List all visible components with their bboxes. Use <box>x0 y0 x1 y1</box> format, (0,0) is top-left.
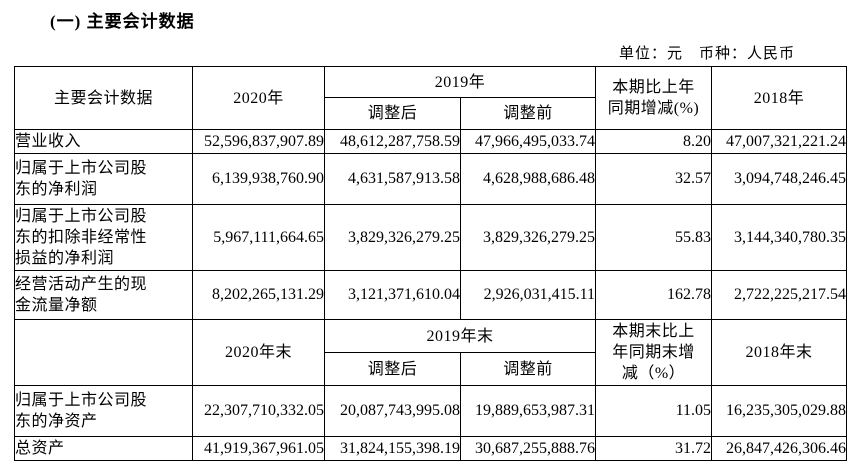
table-row: 营业收入 52,596,837,907.89 48,612,287,758.59… <box>14 129 848 154</box>
header-2019: 2019年 <box>323 66 597 98</box>
value-change-cell: 11.05 <box>595 385 713 437</box>
value-change-cell: 31.72 <box>595 436 713 461</box>
value-2019-before-cell: 19,889,653,987.31 <box>459 385 597 437</box>
header-2019-adjusted-after: 调整后 <box>324 97 461 130</box>
value-2018-cell: 47,007,321,221.24 <box>711 129 848 154</box>
header-2019-adjusted-before: 调整前 <box>459 97 597 130</box>
table-row: 归属于上市公司股 东的扣除非经常性 损益的净利润 5,967,111,664.65 … <box>14 204 848 271</box>
value-change-cell: 162.78 <box>595 270 713 320</box>
table-row: 总资产 41,919,367,961.05 31,824,155,398.19 … <box>14 436 848 461</box>
metric-label-cell: 经营活动产生的现 金流量净额 <box>14 270 193 320</box>
value-2019-after-cell: 4,631,587,913.58 <box>324 153 461 205</box>
value-2018-cell: 16,235,305,029.88 <box>711 385 848 437</box>
value-2020-cell: 22,307,710,332.05 <box>192 385 325 437</box>
header-2020: 2020年 <box>192 66 325 130</box>
unit-currency-note: 单位：元 币种：人民币 <box>618 46 795 62</box>
value-2018-cell: 26,847,426,306.46 <box>711 436 848 461</box>
value-2020-cell: 41,919,367,961.05 <box>192 436 325 461</box>
header-yearend-change: 本期末比上 年同期末增 减（%） <box>595 319 713 386</box>
header-metric-label: 主要会计数据 <box>14 66 193 130</box>
value-2018-cell: 3,094,748,246.45 <box>711 153 848 205</box>
header-2019-end-adjusted-before: 调整前 <box>459 352 597 386</box>
value-2020-cell: 52,596,837,907.89 <box>192 129 325 154</box>
header-yoy-change: 本期比上年 同期增减(%) <box>595 66 713 130</box>
value-2019-after-cell: 20,087,743,995.08 <box>324 385 461 437</box>
value-2019-before-cell: 47,966,495,033.74 <box>459 129 597 154</box>
value-change-cell: 32.57 <box>595 153 713 205</box>
header-2019-end-adjusted-after: 调整后 <box>324 352 461 386</box>
section-title: (一) 主要会计数据 <box>50 12 195 31</box>
value-2019-after-cell: 48,612,287,758.59 <box>324 129 461 154</box>
value-2020-cell: 5,967,111,664.65 <box>192 204 325 271</box>
value-2018-cell: 2,722,225,217.54 <box>711 270 848 320</box>
header-2020-end: 2020年末 <box>192 319 325 386</box>
header-2019-end: 2019年末 <box>323 319 597 353</box>
value-2019-before-cell: 30,687,255,888.76 <box>459 436 597 461</box>
header-row-period: 主要会计数据 2020年 2019年 本期比上年 同期增减(%) 2018年 <box>14 66 848 130</box>
table-row: 归属于上市公司股 东的净利润 6,139,938,760.90 4,631,587… <box>14 153 848 205</box>
header-2018: 2018年 <box>711 66 848 130</box>
main-accounting-data-table: 主要会计数据 2020年 2019年 本期比上年 同期增减(%) 2018年 调整… <box>14 66 848 461</box>
metric-label-cell: 归属于上市公司股 东的扣除非经常性 损益的净利润 <box>14 204 193 271</box>
value-2019-before-cell: 3,829,326,279.25 <box>459 204 597 271</box>
value-change-cell: 55.83 <box>595 204 713 271</box>
value-2019-after-cell: 31,824,155,398.19 <box>324 436 461 461</box>
header-row-period-sub: 调整后 调整前 <box>15 97 847 130</box>
table-row: 归属于上市公司股 东的净资产 22,307,710,332.05 20,087,7… <box>14 385 848 437</box>
metric-label-cell: 归属于上市公司股 东的净资产 <box>14 385 193 437</box>
value-2019-after-cell: 3,829,326,279.25 <box>324 204 461 271</box>
value-2018-cell: 3,144,340,780.35 <box>711 204 848 271</box>
header-row-yearend: 2020年末 2019年末 本期末比上 年同期末增 减（%） 2018年末 <box>14 319 848 386</box>
table-row: 经营活动产生的现 金流量净额 8,202,265,131.29 3,121,371… <box>14 270 848 320</box>
value-2019-after-cell: 3,121,371,610.04 <box>324 270 461 320</box>
value-2019-before-cell: 2,926,031,415.11 <box>459 270 597 320</box>
value-change-cell: 8.20 <box>595 129 713 154</box>
value-2019-before-cell: 4,628,988,686.48 <box>459 153 597 205</box>
metric-label-cell: 归属于上市公司股 东的净利润 <box>14 153 193 205</box>
header-yearend-blank <box>14 319 193 386</box>
header-row-yearend-sub: 调整后 调整前 <box>15 352 847 386</box>
header-2018-end: 2018年末 <box>711 319 848 386</box>
metric-label-cell: 总资产 <box>14 436 193 461</box>
value-2020-cell: 6,139,938,760.90 <box>192 153 325 205</box>
value-2020-cell: 8,202,265,131.29 <box>192 270 325 320</box>
metric-label-cell: 营业收入 <box>14 129 193 154</box>
